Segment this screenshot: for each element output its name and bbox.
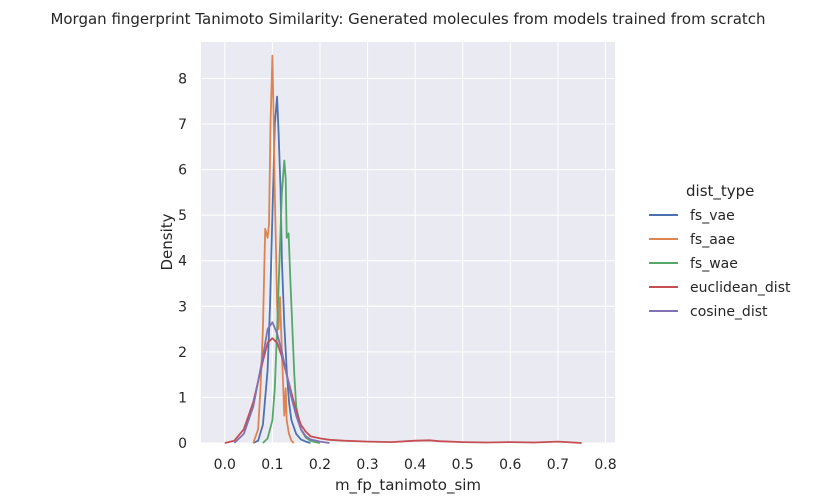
series-line-fs_aae — [252, 54, 295, 444]
x-axis-label: m_fp_tanimoto_sim — [335, 476, 481, 495]
grid-lines — [201, 42, 615, 444]
y-tick-label: 4 — [178, 254, 187, 270]
series-line-euclidean_dist — [224, 337, 582, 444]
x-tick-labels: 0.0 0.1 0.2 0.3 0.4 0.5 0.6 0.7 0.8 — [214, 457, 617, 473]
legend-label-euclidean_dist: euclidean_dist — [690, 280, 791, 296]
series-line-cosine_dist — [233, 321, 330, 444]
series-lines — [224, 54, 582, 444]
x-tick-label: 0.2 — [309, 457, 331, 473]
legend: dist_type fs_vae fs_aae fs_wae euclidean_di… — [649, 182, 791, 320]
y-tick-label: 5 — [178, 208, 187, 224]
x-tick-label: 0.4 — [404, 457, 426, 473]
plot-background — [201, 42, 615, 443]
legend-title: dist_type — [686, 182, 754, 201]
x-tick-label: 0.5 — [452, 457, 474, 473]
chart-title: Morgan fingerprint Tanimoto Similarity: … — [50, 10, 765, 28]
x-tick-label: 0.7 — [547, 457, 569, 473]
y-axis-label: Density — [158, 213, 176, 270]
legend-label-fs_vae: fs_vae — [690, 208, 735, 224]
x-tick-label: 0.3 — [356, 457, 378, 473]
legend-label-cosine_dist: cosine_dist — [690, 304, 768, 320]
y-tick-label: 1 — [178, 390, 187, 406]
series-line-fs_vae — [252, 95, 311, 444]
y-tick-label: 2 — [178, 345, 187, 361]
legend-label-fs_wae: fs_wae — [690, 256, 738, 272]
y-tick-label: 6 — [178, 163, 187, 179]
y-tick-label: 3 — [178, 299, 187, 315]
x-tick-label: 0.0 — [214, 457, 236, 473]
y-tick-label: 7 — [178, 117, 187, 133]
x-tick-label: 0.1 — [261, 457, 283, 473]
y-tick-label: 0 — [178, 436, 187, 452]
y-tick-labels: 0 1 2 3 4 5 6 7 8 — [178, 71, 187, 452]
y-tick-label: 8 — [178, 71, 187, 87]
x-tick-label: 0.6 — [499, 457, 521, 473]
x-tick-label: 0.8 — [594, 457, 616, 473]
legend-label-fs_aae: fs_aae — [690, 232, 735, 248]
